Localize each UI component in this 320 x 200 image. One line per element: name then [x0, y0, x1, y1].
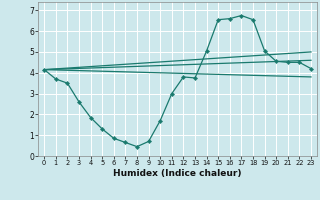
X-axis label: Humidex (Indice chaleur): Humidex (Indice chaleur): [113, 169, 242, 178]
